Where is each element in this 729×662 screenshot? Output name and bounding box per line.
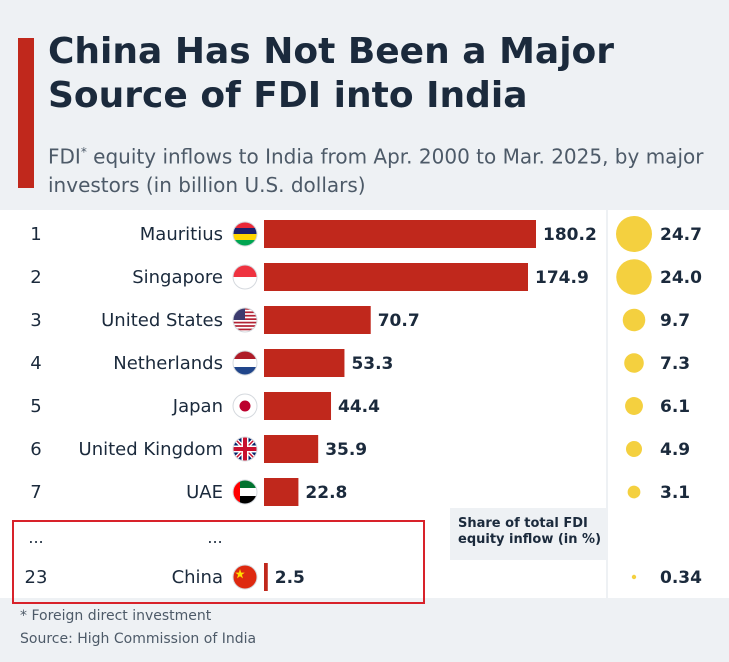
subtitle-prefix: FDI	[48, 144, 81, 169]
singapore-flag-icon	[233, 265, 257, 289]
share-bubble	[625, 397, 643, 415]
share-bubble	[616, 216, 652, 252]
share-label: 7.3	[660, 354, 690, 374]
country-label: United Kingdom	[79, 439, 223, 460]
share-label: 24.0	[660, 268, 702, 288]
country-label: Netherlands	[113, 353, 223, 374]
chart-rows: 1 Mauritius 180.2 24.7 2 Singapore 174.9 24.0 3 U…	[25, 216, 702, 591]
bar	[264, 306, 371, 334]
china-flag-icon	[233, 565, 257, 589]
bar	[264, 263, 528, 291]
share-bubble	[627, 485, 641, 499]
country-label: Mauritius	[140, 224, 223, 245]
rank-label: 5	[30, 396, 41, 417]
share-caption: Share of total FDI equity inflow (in %)	[458, 516, 602, 547]
share-bubble	[625, 440, 643, 458]
bar	[264, 563, 268, 591]
share-bubble	[622, 308, 646, 332]
share-label: 0.34	[660, 568, 702, 588]
flag-ring	[232, 350, 258, 376]
japan-flag-icon	[233, 394, 257, 418]
chart-title: China Has Not Been a Major Source of FDI…	[48, 31, 615, 116]
united-kingdom-flag-icon	[233, 437, 257, 461]
share-bubble	[616, 259, 652, 295]
flag-ring	[232, 393, 258, 419]
chart-subtitle: FDI* equity inflows to India from Apr. 2…	[48, 138, 708, 199]
gap-marker-country: ...	[207, 528, 222, 547]
bar	[264, 435, 319, 463]
share-label: 4.9	[660, 440, 690, 460]
value-label: 2.5	[275, 568, 305, 588]
share-label: 9.7	[660, 311, 690, 331]
share-bubble	[624, 353, 644, 373]
bar	[264, 349, 345, 377]
country-label: UAE	[186, 482, 223, 503]
flag-ring	[232, 564, 258, 590]
value-label: 53.3	[351, 354, 393, 374]
uae-flag-icon	[233, 480, 257, 504]
value-label: 44.4	[338, 397, 380, 417]
rank-label: 3	[30, 310, 41, 331]
country-label: United States	[101, 310, 223, 331]
value-label: 35.9	[325, 440, 367, 460]
flag-ring	[232, 436, 258, 462]
title-accent-bar	[18, 38, 34, 188]
source-note: Source: High Commission of India	[20, 631, 257, 647]
share-label: 6.1	[660, 397, 690, 417]
value-label: 180.2	[543, 225, 597, 245]
subtitle-footnote-mark: *	[80, 145, 87, 159]
rank-label: 7	[30, 482, 41, 503]
bar	[264, 478, 299, 506]
gap-marker-rank: ...	[28, 528, 43, 547]
flag-ring	[232, 264, 258, 290]
flag-ring	[232, 479, 258, 505]
rank-label: 6	[30, 439, 41, 460]
value-label: 22.8	[305, 483, 347, 503]
flag-ring	[232, 307, 258, 333]
united-states-flag-icon	[233, 308, 257, 331]
china-highlight-box	[12, 520, 425, 604]
netherlands-flag-icon	[233, 351, 257, 375]
mauritius-flag-icon	[233, 222, 257, 246]
share-label: 24.7	[660, 225, 702, 245]
value-label: 70.7	[378, 311, 420, 331]
bar	[264, 392, 332, 420]
rank-label: 4	[30, 353, 41, 374]
share-caption-box	[450, 508, 606, 560]
flag-ring	[232, 221, 258, 247]
share-bubble	[631, 574, 637, 580]
footnote: * Foreign direct investment	[20, 608, 212, 624]
country-label: China	[172, 567, 223, 588]
rank-label: 2	[30, 267, 41, 288]
country-label: Singapore	[132, 267, 223, 288]
rank-label: 23	[25, 567, 48, 588]
country-label: Japan	[172, 396, 223, 417]
rank-label: 1	[30, 224, 41, 245]
value-label: 174.9	[535, 268, 589, 288]
bar	[264, 220, 536, 248]
share-label: 3.1	[660, 483, 690, 503]
subtitle-text: equity inflows to India from Apr. 2000 t…	[48, 144, 704, 197]
